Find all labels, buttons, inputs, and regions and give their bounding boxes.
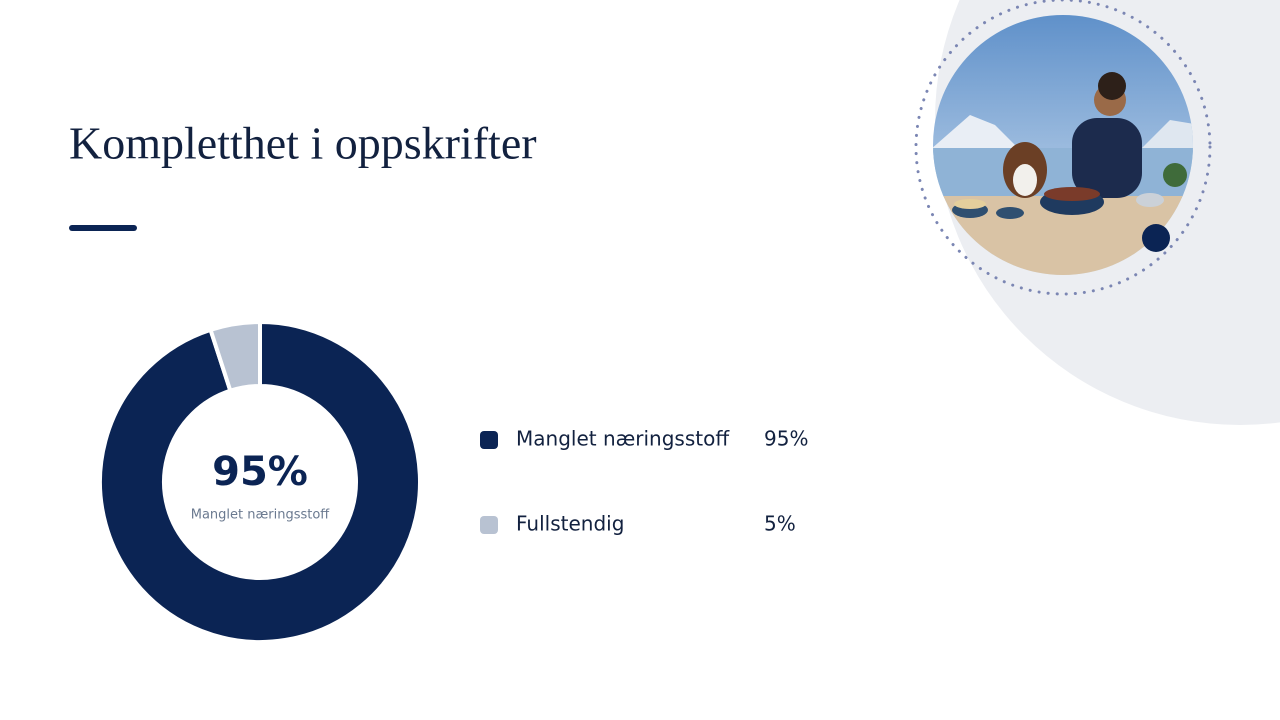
legend-swatch (480, 431, 498, 449)
dotted-ring (914, 0, 1212, 296)
donut-slice (208, 319, 262, 394)
legend-value: 95% (764, 427, 808, 451)
legend-value: 5% (764, 512, 796, 536)
title-underline (69, 225, 137, 231)
slide-title: Kompletthet i oppskrifter (69, 118, 537, 169)
donut-slice (98, 319, 422, 644)
legend-swatch (480, 516, 498, 534)
center-caption: Manglet næringsstoff (191, 508, 331, 523)
donut-chart (98, 319, 422, 644)
legend: Manglet næringsstoff 95% Fullstendig 5% (480, 427, 808, 536)
accent-dot (1142, 224, 1170, 252)
legend-label: Fullstendig (516, 512, 624, 536)
legend-label: Manglet næringsstoff (516, 427, 730, 451)
center-value: 95% (212, 449, 308, 495)
